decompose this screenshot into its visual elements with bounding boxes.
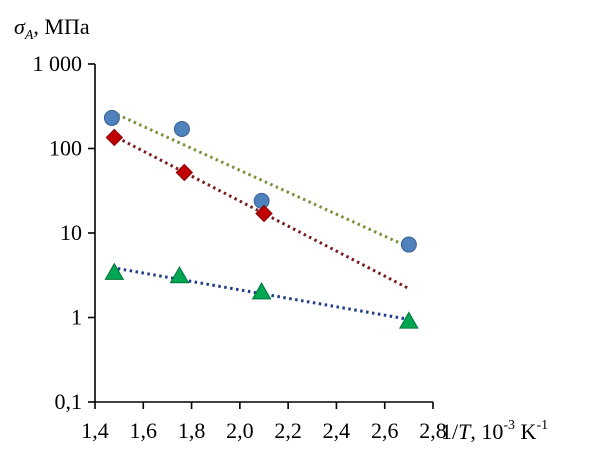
x-ticks: 1,4 1,6 1,8 2,0 2,2 2,4 2,6 2,8 xyxy=(81,402,447,443)
circle-marker xyxy=(253,192,270,209)
y-tick-label: 1 xyxy=(71,305,82,330)
axes xyxy=(94,64,433,403)
x-tick-label: 2,0 xyxy=(226,418,254,443)
markers xyxy=(103,109,419,329)
x-tick-label: 1,6 xyxy=(130,418,158,443)
y-ticks: 0,1 1 10 100 1 000 xyxy=(33,51,95,414)
x-axis-title: 1/T, 10-3 K-1 xyxy=(441,418,548,444)
y-tick-label: 10 xyxy=(60,220,82,245)
circle-marker xyxy=(103,109,120,126)
y-tick-label: 1 000 xyxy=(33,51,83,76)
x-tick-label: 2,8 xyxy=(419,418,447,443)
triangle-marker xyxy=(398,311,419,329)
triangle-marker xyxy=(169,265,190,284)
diamond-marker xyxy=(175,163,194,182)
x-tick-label: 1,4 xyxy=(81,418,109,443)
y-tick-label: 0,1 xyxy=(55,389,83,414)
x-tick-label: 2,4 xyxy=(323,418,351,443)
x-tick-label: 2,6 xyxy=(371,418,399,443)
diamond-marker xyxy=(105,128,124,147)
diamond-trendline xyxy=(111,133,410,290)
circle-marker xyxy=(173,121,190,138)
triangle-marker xyxy=(251,282,272,300)
circle-marker xyxy=(400,236,417,253)
triangle-marker xyxy=(104,262,125,280)
x-tick-label: 2,2 xyxy=(274,418,302,443)
x-tick-label: 1,8 xyxy=(178,418,206,443)
y-tick-label: 100 xyxy=(49,136,82,161)
circle-trendline xyxy=(111,110,410,249)
diamond-marker xyxy=(255,204,273,223)
y-axis-title: σA, МПа xyxy=(14,14,90,43)
